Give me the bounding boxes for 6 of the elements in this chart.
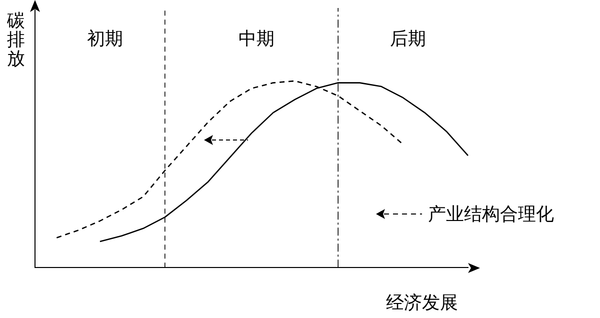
x-axis-title: 经济发展 (386, 292, 458, 314)
text: 初期 (86, 28, 123, 50)
y-axis-title: 碳排放 (6, 10, 25, 70)
text: 中期 (238, 28, 274, 50)
text: 后期 (390, 28, 426, 50)
legend-label: 产业结构合理化 (428, 203, 554, 226)
